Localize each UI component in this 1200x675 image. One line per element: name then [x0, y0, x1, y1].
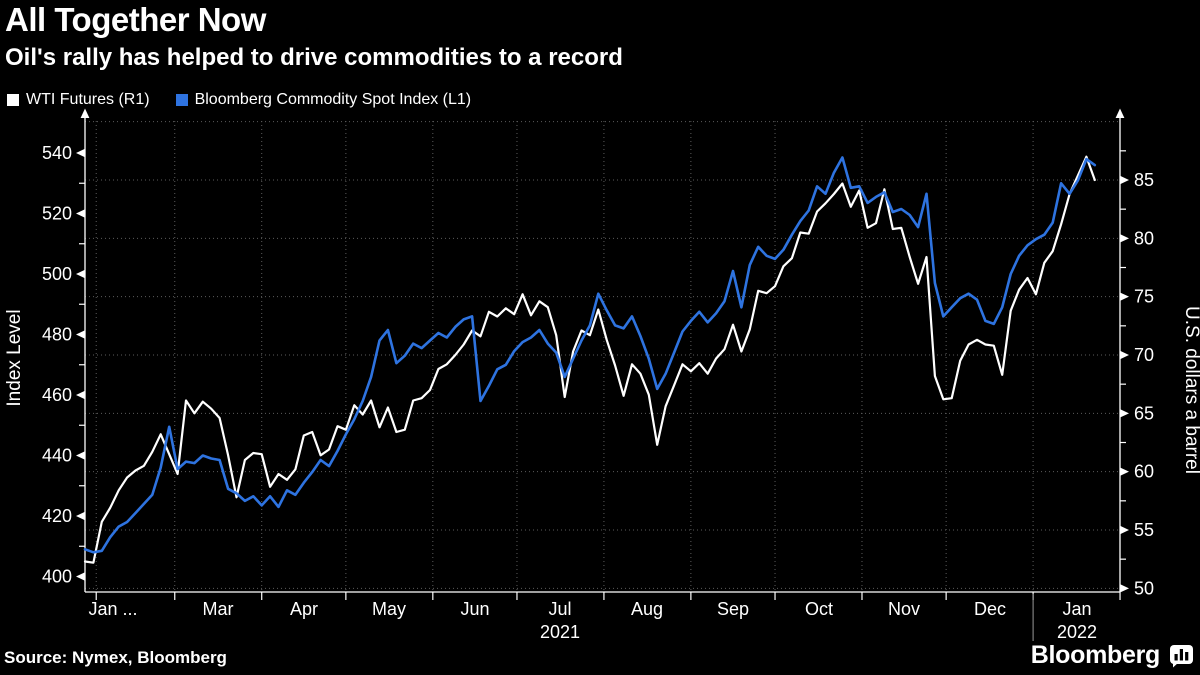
source-credit: Source: Nymex, Bloomberg	[4, 648, 227, 667]
right-tick-arrow-icon	[1120, 584, 1129, 593]
right-tick-arrow-icon	[1120, 292, 1129, 301]
month-label: Dec	[974, 599, 1006, 619]
bloomberg-wordmark: Bloomberg	[1030, 641, 1161, 669]
month-label: Apr	[290, 599, 318, 619]
right-tick-arrow-icon	[1120, 525, 1129, 535]
right-tick-label: 65	[1134, 403, 1154, 423]
bar-chart-bubble-icon	[1170, 644, 1193, 667]
page-title: All Together Now	[5, 1, 266, 38]
month-label: Nov	[888, 599, 920, 619]
month-label: May	[372, 599, 406, 619]
left-tick-arrow-icon	[76, 451, 85, 460]
left-tick-label: 500	[42, 264, 72, 284]
right-tick-label: 50	[1134, 578, 1154, 598]
legend-label-bcom: Bloomberg Commodity Spot Index (L1)	[194, 91, 472, 108]
right-axis-title: U.S. dollars a barrel	[1181, 306, 1200, 474]
left-tick-arrow-icon	[76, 572, 85, 581]
left-tick-arrow-icon	[76, 269, 85, 279]
left-tick-arrow-icon	[76, 209, 85, 218]
month-label: Oct	[805, 599, 833, 619]
month-label: Sep	[717, 599, 749, 619]
chart-legend: WTI Futures (R1) Bloomberg Commodity Spo…	[7, 91, 471, 109]
page-subtitle: Oil's rally has helped to drive commodit…	[5, 44, 623, 71]
right-tick-arrow-icon	[1120, 350, 1129, 360]
month-label: Jul	[548, 599, 571, 619]
month-label: Aug	[631, 599, 663, 619]
right-axis-top-arrow-icon	[1115, 108, 1125, 118]
left-tick-arrow-icon	[76, 148, 85, 158]
bloomberg-logo: Bloomberg	[1031, 641, 1194, 670]
series-wti-line	[83, 155, 1096, 564]
right-tick-arrow-icon	[1120, 175, 1129, 185]
series-bcom-line	[83, 156, 1097, 554]
left-tick-arrow-icon	[76, 511, 85, 521]
left-tick-label: 540	[42, 143, 72, 163]
right-tick-label: 55	[1134, 520, 1154, 540]
right-tick-label: 80	[1134, 228, 1154, 248]
wti-swatch-icon	[7, 94, 19, 106]
left-tick-label: 460	[42, 385, 72, 405]
bcom-swatch-icon	[175, 94, 188, 106]
left-tick-arrow-icon	[76, 390, 85, 400]
left-tick-label: 420	[42, 506, 72, 526]
month-label: Jan ...	[88, 599, 137, 619]
month-label: Mar	[203, 599, 234, 619]
left-tick-arrow-icon	[76, 330, 85, 339]
right-tick-label: 70	[1134, 345, 1154, 365]
left-tick-label: 480	[42, 325, 72, 345]
legend-label-wti: WTI Futures (R1)	[26, 91, 150, 108]
right-tick-label: 75	[1134, 287, 1154, 307]
month-label: Jun	[460, 599, 489, 619]
left-tick-label: 520	[42, 204, 72, 224]
right-tick-arrow-icon	[1120, 409, 1129, 418]
month-label: Jan	[1062, 599, 1091, 619]
right-tick-label: 60	[1134, 462, 1154, 482]
right-tick-label: 85	[1134, 170, 1154, 190]
year-label-2021: 2021	[540, 622, 580, 642]
legend-item-bcom: Bloomberg Commodity Spot Index (L1)	[175, 91, 472, 109]
left-axis-top-arrow-icon	[80, 108, 90, 118]
year-label-2022: 2022	[1057, 622, 1097, 642]
left-axis-title: Index Level	[4, 309, 25, 406]
left-tick-label: 440	[42, 446, 72, 466]
right-tick-arrow-icon	[1120, 234, 1129, 243]
left-tick-label: 400	[42, 567, 72, 587]
right-tick-arrow-icon	[1120, 467, 1129, 476]
legend-item-wti: WTI Futures (R1)	[7, 91, 150, 109]
